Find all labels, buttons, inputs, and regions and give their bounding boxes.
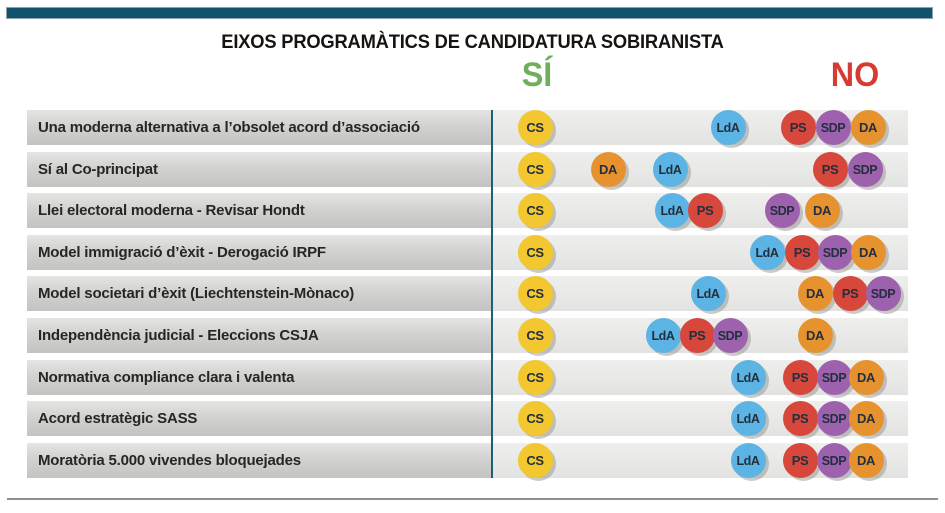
party-badge-da: DA	[850, 235, 886, 270]
party-badge-da: DA	[797, 276, 833, 311]
party-badge-lda: LdA	[730, 443, 766, 478]
axis-separator-line	[491, 110, 493, 478]
row-label-bar: Model immigració d’èxit - Derogació IRPF	[27, 235, 491, 270]
party-badge-ps: PS	[784, 235, 820, 270]
party-badge-ps: PS	[679, 318, 715, 353]
table-row: Model immigració d’èxit - Derogació IRPF…	[27, 235, 908, 270]
party-badge-da: DA	[590, 152, 626, 187]
table-row: Independència judicial - Eleccions CSJA C…	[27, 318, 908, 353]
row-label: Moratòria 5.000 vivendes bloquejades	[38, 452, 301, 469]
row-label-bar: Llei electoral moderna - Revisar Hondt	[27, 193, 491, 228]
row-label-bar: Una moderna alternativa a l’obsolet acor…	[27, 110, 491, 145]
row-label-bar: Model societari d’èxit (Liechtenstein-Mò…	[27, 276, 491, 311]
party-badge-lda: LdA	[749, 235, 785, 270]
party-badge-ps: PS	[782, 401, 818, 436]
party-badge-cs: CS	[517, 318, 553, 353]
party-badge-ps: PS	[687, 193, 723, 228]
party-badge-cs: CS	[517, 276, 553, 311]
row-label: Model immigració d’èxit - Derogació IRPF	[38, 244, 326, 261]
party-badge-cs: CS	[517, 110, 553, 145]
yes-axis-header: SÍ	[521, 56, 553, 94]
party-badge-sdp: SDP	[816, 443, 852, 478]
row-label: Acord estratègic SASS	[38, 410, 198, 427]
bottom-rule	[7, 498, 938, 500]
page-title: EIXOS PROGRAMÀTICS DE CANDIDATURA SOBIRA…	[221, 31, 724, 53]
row-label: Model societari d’èxit (Liechtenstein-Mò…	[38, 285, 355, 302]
party-badge-sdp: SDP	[816, 360, 852, 395]
party-badge-sdp: SDP	[817, 235, 853, 270]
party-badge-cs: CS	[517, 401, 553, 436]
table-row: Una moderna alternativa a l’obsolet acor…	[27, 110, 908, 145]
party-badge-sdp: SDP	[847, 152, 883, 187]
row-label-bar: Acord estratègic SASS	[27, 401, 491, 436]
table-row: Sí al Co-principat CS DA LdA PS SDP	[27, 152, 908, 187]
table-row: Model societari d’èxit (Liechtenstein-Mò…	[27, 276, 908, 311]
table-row: Normativa compliance clara i valenta CS Ld…	[27, 360, 908, 395]
party-badge-ps: PS	[812, 152, 848, 187]
party-badge-da: DA	[850, 110, 886, 145]
party-badge-cs: CS	[517, 152, 553, 187]
table-row: Acord estratègic SASS CS LdA PS SDP DA	[27, 401, 908, 436]
party-badge-lda: LdA	[645, 318, 681, 353]
row-label-bar: Moratòria 5.000 vivendes bloquejades	[27, 443, 491, 478]
party-badge-lda: LdA	[730, 360, 766, 395]
row-label: Independència judicial - Eleccions CSJA	[38, 327, 319, 344]
party-badge-lda: LdA	[730, 401, 766, 436]
party-badge-sdp: SDP	[815, 110, 851, 145]
table-row: Llei electoral moderna - Revisar Hondt CS…	[27, 193, 908, 228]
row-label: Una moderna alternativa a l’obsolet acor…	[38, 119, 420, 136]
party-badge-sdp: SDP	[764, 193, 800, 228]
party-badge-lda: LdA	[652, 152, 688, 187]
party-badge-da: DA	[797, 318, 833, 353]
row-label-bar: Normativa compliance clara i valenta	[27, 360, 491, 395]
row-label-bar: Independència judicial - Eleccions CSJA	[27, 318, 491, 353]
party-badge-cs: CS	[517, 360, 553, 395]
party-badge-ps: PS	[832, 276, 868, 311]
party-badge-sdp: SDP	[816, 401, 852, 436]
party-badge-sdp: SDP	[865, 276, 901, 311]
row-label: Sí al Co-principat	[38, 161, 158, 178]
row-label: Normativa compliance clara i valenta	[38, 369, 295, 386]
top-bar	[6, 7, 933, 19]
party-badge-ps: PS	[780, 110, 816, 145]
row-label-bar: Sí al Co-principat	[27, 152, 491, 187]
party-badge-ps: PS	[782, 360, 818, 395]
party-badge-lda: LdA	[654, 193, 690, 228]
party-badge-lda: LdA	[690, 276, 726, 311]
party-badge-da: DA	[804, 193, 840, 228]
party-badge-da: DA	[848, 443, 884, 478]
row-label: Llei electoral moderna - Revisar Hondt	[38, 202, 305, 219]
party-badge-cs: CS	[517, 235, 553, 270]
table-row: Moratòria 5.000 vivendes bloquejades CS Ld…	[27, 443, 908, 478]
party-badge-da: DA	[848, 360, 884, 395]
party-badge-da: DA	[848, 401, 884, 436]
party-badge-ps: PS	[782, 443, 818, 478]
party-badge-sdp: SDP	[712, 318, 748, 353]
party-badge-cs: CS	[517, 193, 553, 228]
party-badge-cs: CS	[517, 443, 553, 478]
no-axis-header: NO	[830, 56, 880, 94]
party-badge-lda: LdA	[710, 110, 746, 145]
